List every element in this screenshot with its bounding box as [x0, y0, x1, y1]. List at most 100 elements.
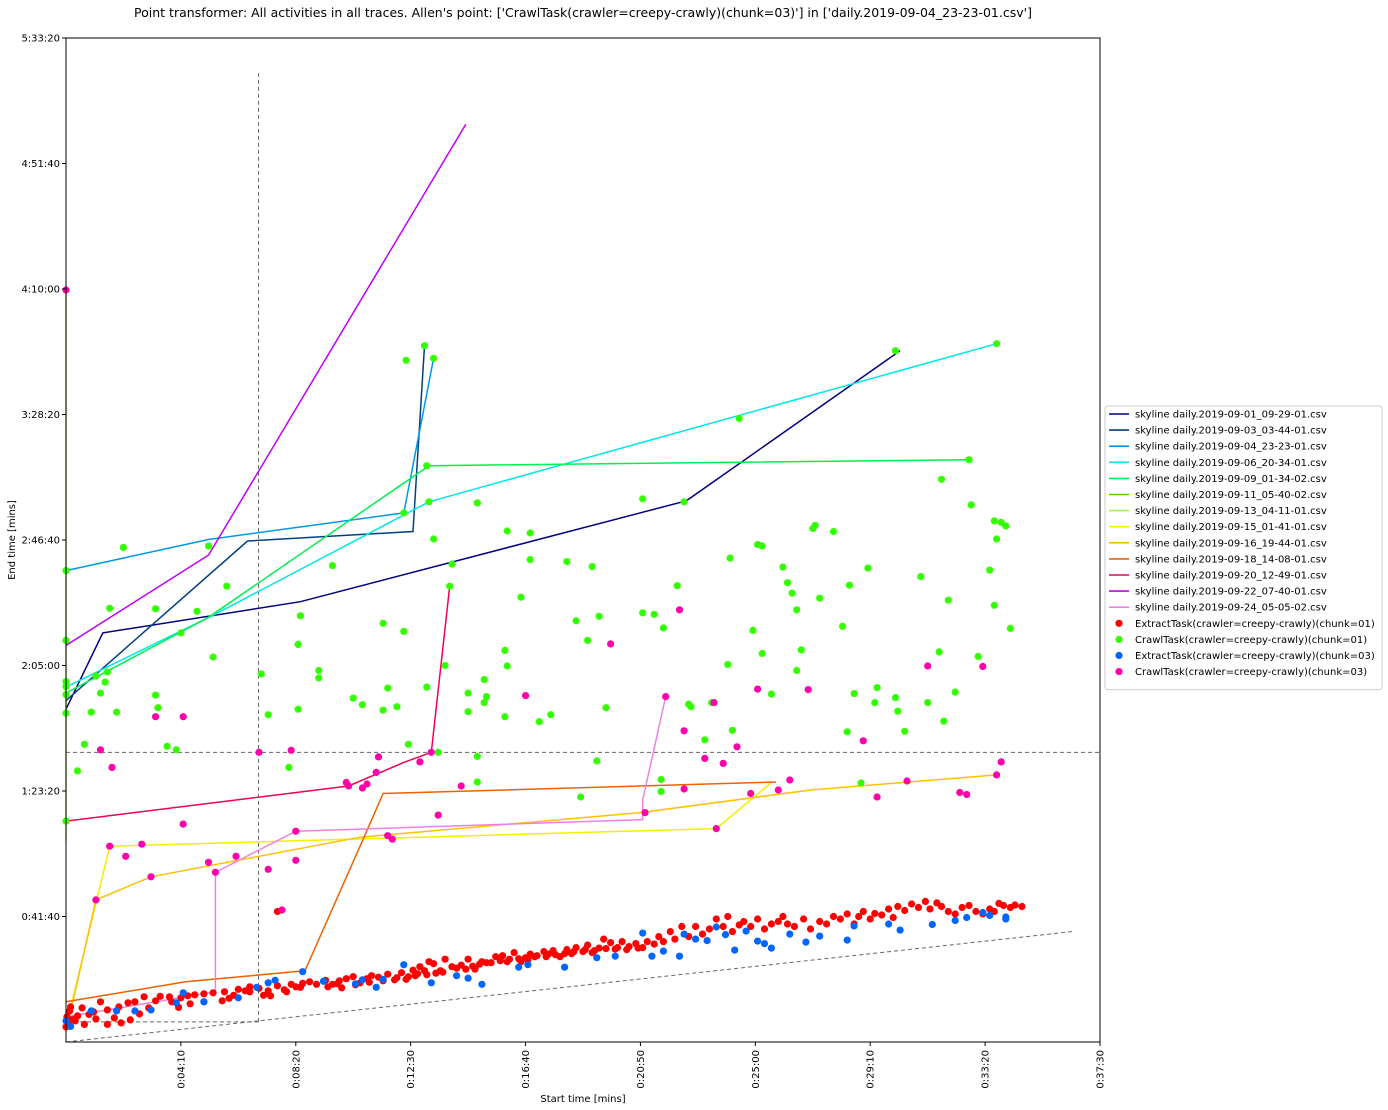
scatter-point [501, 646, 509, 655]
scatter-point [692, 935, 700, 943]
scatter-point [924, 662, 932, 670]
scatter-point [829, 527, 838, 536]
scatter-point [951, 688, 959, 696]
scatter-point [855, 912, 863, 921]
scatter-point [726, 554, 734, 562]
scatter-point [67, 1022, 75, 1030]
scatter-point [531, 953, 539, 961]
y-axis-ticks: 0:41:40 1:23:20 2:05:00 2:46:40 3:28:20 4:10:… [21, 34, 66, 923]
scatter-point [816, 932, 824, 940]
scatter-point [990, 517, 998, 525]
scatter-point [427, 748, 435, 756]
scatter-point [797, 646, 805, 654]
scatter-point [779, 912, 787, 921]
scatter-point [131, 998, 139, 1006]
scatter-point [441, 955, 449, 963]
scatter-point [397, 969, 406, 977]
scatter-point [783, 579, 792, 587]
scatter-point [384, 684, 392, 692]
scatter-point [754, 915, 762, 923]
scatter-point [522, 954, 530, 962]
scatter-point [96, 746, 105, 754]
scatter-point [400, 961, 408, 969]
scatter-point [802, 938, 810, 946]
scatter-point [698, 930, 707, 938]
scatter-point [590, 947, 599, 955]
scatter-point [657, 787, 665, 796]
scatter-point [453, 964, 461, 972]
scatter-point [103, 668, 111, 676]
scatter-point [1018, 902, 1026, 911]
scatter-point [754, 937, 762, 945]
scatter-point [113, 1007, 121, 1015]
scatter-point [246, 983, 254, 991]
series-line-12 [65, 696, 667, 1018]
scatter-point [648, 952, 656, 960]
scatter-point [724, 912, 732, 921]
scatter-point [843, 910, 851, 918]
scatter-point [885, 905, 893, 913]
scatter-point [584, 636, 592, 645]
scatter-point [613, 944, 622, 952]
scatter-point [712, 923, 720, 931]
scatter-point [92, 896, 100, 904]
scatter-point [572, 617, 580, 625]
scatter-point [278, 906, 286, 914]
scatter-point [703, 937, 711, 945]
scatter-point [515, 963, 523, 971]
scatter-points-layer [62, 286, 1026, 1031]
scatter-point [358, 976, 366, 984]
scatter-point [200, 998, 208, 1006]
scatter-point [561, 950, 569, 958]
scatter-point [871, 699, 879, 707]
scatter-point [908, 900, 916, 908]
scatter-point [974, 652, 982, 661]
scatter-point [223, 582, 231, 590]
scatter-point [87, 1007, 95, 1015]
scatter-point [186, 1000, 194, 1008]
scatter-point [754, 685, 762, 693]
scatter-point [517, 593, 525, 601]
scatter-point [901, 906, 909, 915]
scatter-point [464, 955, 472, 963]
scatter-point [374, 753, 383, 761]
scatter-point [108, 763, 116, 772]
scatter-point [473, 499, 481, 507]
scatter-point [349, 694, 357, 702]
scatter-point [324, 983, 332, 991]
scatter-point [680, 930, 688, 938]
scatter-point [179, 989, 187, 997]
series-line-4 [65, 458, 970, 694]
scatter-point [639, 495, 647, 503]
scatter-point [701, 736, 709, 744]
scatter-point [464, 689, 472, 697]
scatter-point [117, 1019, 125, 1027]
scatter-point [400, 509, 408, 517]
legend-entry-label: skyline daily.2019-09-22_07-40-01.csv [1135, 587, 1327, 598]
scatter-point [618, 938, 626, 946]
scatter-point [944, 907, 952, 916]
scatter-point [462, 965, 470, 973]
scatter-point [80, 1020, 88, 1028]
scatter-point [234, 994, 242, 1002]
scatter-point [103, 1006, 111, 1014]
scatter-point [800, 915, 808, 923]
scatter-point [292, 827, 300, 835]
scatter-point [937, 902, 946, 911]
plot-frame [65, 37, 1101, 1043]
scatter-point [767, 920, 776, 928]
scatter-point [749, 626, 757, 635]
legend-entry-label: ExtractTask(crawler=creepy-crawly)(chunk… [1135, 651, 1375, 662]
scatter-point [747, 789, 755, 798]
scatter-point [993, 771, 1001, 779]
scatter-point [106, 842, 114, 850]
scatter-point [478, 980, 486, 988]
scatter-point [315, 666, 323, 675]
scatter-point [561, 963, 569, 971]
scatter-point [200, 990, 208, 998]
scatter-point [806, 925, 815, 933]
scatter-point [896, 926, 904, 934]
scatter-point [349, 973, 357, 981]
scatter-point [232, 852, 240, 860]
scatter-point [986, 566, 994, 574]
